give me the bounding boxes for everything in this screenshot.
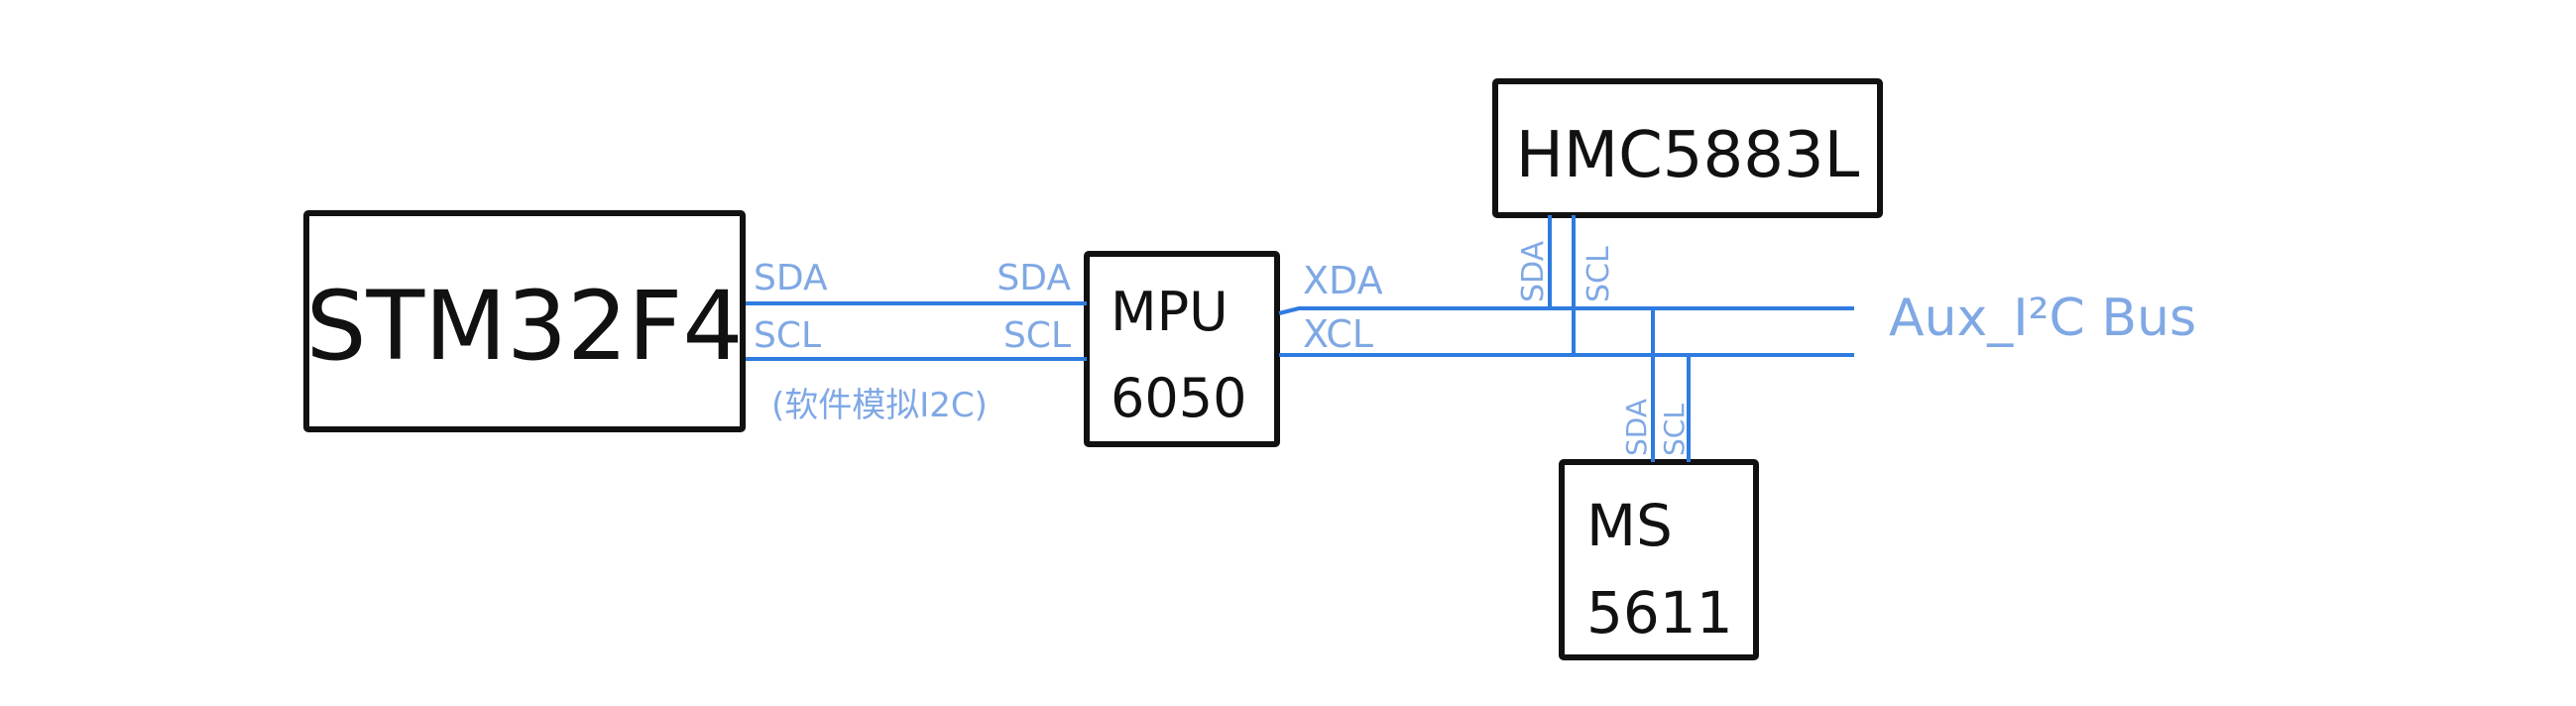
ms5611-label-line2: 5611 [1586,579,1733,647]
label-mpu-scl: SCL [1003,315,1071,356]
wire-aux-sda [1278,306,1854,315]
ms5611-label-line1: MS [1586,492,1673,559]
stm32-block [303,210,746,432]
label-ms-sda: SDA [1620,399,1653,456]
label-ms-scl: SCL [1658,404,1691,456]
mpu6050-block [1084,251,1280,447]
label-hmc-scl: SCL [1581,246,1616,302]
mpu6050-label-line1: MPU [1111,281,1229,343]
ms5611-block [1559,459,1759,660]
label-xda: XDA [1303,259,1383,302]
mpu6050-label-line2: 6050 [1111,367,1246,429]
label-aux-bus: Aux_I²C Bus [1889,289,2196,348]
label-mpu-sda: SDA [996,258,1071,298]
label-sw-i2c-note: (软件模拟I2C) [771,386,988,425]
stm32-label: STM32F4 [306,271,744,382]
label-xcl: XCL [1303,312,1373,356]
hmc5883l-label: HMC5883L [1516,119,1860,192]
hmc5883l-block [1492,78,1883,218]
label-stm-scl: SCL [754,315,821,356]
label-stm-sda: SDA [754,258,828,298]
label-hmc-sda: SDA [1516,240,1551,302]
